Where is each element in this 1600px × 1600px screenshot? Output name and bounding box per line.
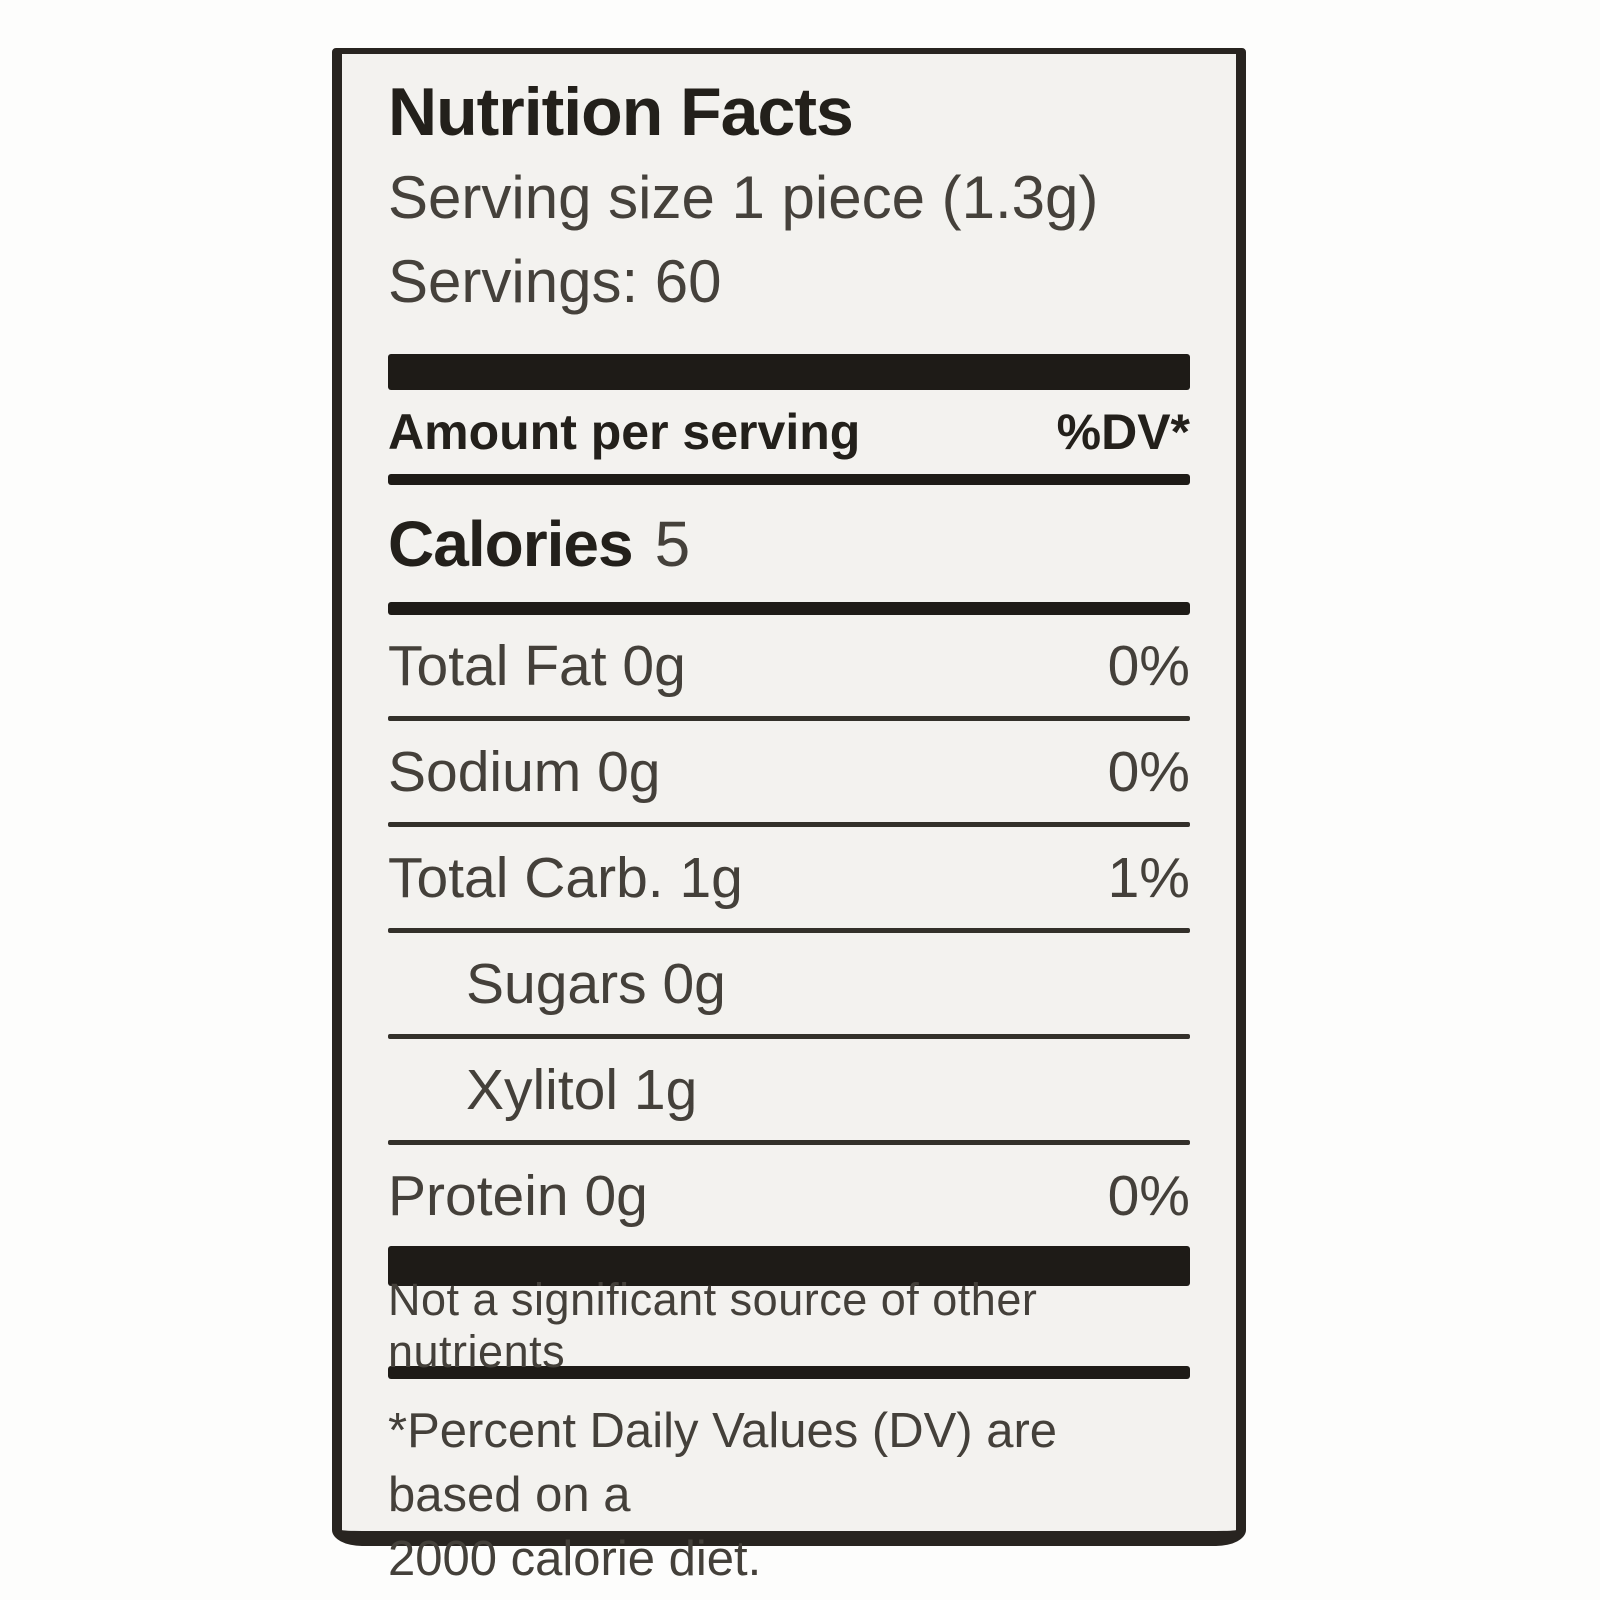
- nutrient-name: Sugars 0g: [466, 951, 726, 1016]
- nutrient-row-total-fat: Total Fat 0g 0%: [388, 615, 1190, 716]
- nutrient-row-protein: Protein 0g 0%: [388, 1145, 1190, 1246]
- nutrient-name: Total Carb. 1g: [388, 845, 743, 910]
- daily-values-footnote: *Percent Daily Values (DV) are based on …: [388, 1399, 1190, 1591]
- nutrient-name: Protein 0g: [388, 1163, 648, 1228]
- row-divider: [388, 716, 1190, 721]
- nutrition-facts-panel: Nutrition Facts Serving size 1 piece (1.…: [332, 48, 1246, 1586]
- serving-size-line: Serving size 1 piece (1.3g): [388, 164, 1099, 231]
- calories-value: 5: [654, 507, 691, 580]
- nutrient-row-total-carb: Total Carb. 1g 1%: [388, 827, 1190, 928]
- servings-count-line: Servings: 60: [388, 248, 722, 315]
- calories-label: Calories: [388, 507, 634, 580]
- not-significant-note: Not a significant source of other nutrie…: [388, 1274, 1038, 1377]
- nutrient-name: Total Fat 0g: [388, 633, 686, 698]
- row-divider: [388, 822, 1190, 827]
- nutrient-dv: 0%: [1107, 1163, 1190, 1228]
- footnote-line-1: *Percent Daily Values (DV) are based on …: [388, 1404, 1058, 1522]
- nutrient-name: Xylitol 1g: [466, 1057, 698, 1122]
- divider-above-footnote: [388, 1366, 1190, 1379]
- nutrient-name: Sodium 0g: [388, 739, 661, 804]
- row-divider: [388, 928, 1190, 933]
- row-divider: [388, 1034, 1190, 1039]
- nutrient-dv: 1%: [1107, 845, 1190, 910]
- row-divider: [388, 1140, 1190, 1145]
- percent-dv-header-label: %DV*: [1056, 404, 1190, 460]
- nutrient-dv: 0%: [1107, 633, 1190, 698]
- divider-under-header: [388, 474, 1190, 485]
- calories-row: Calories 5: [388, 485, 1190, 602]
- nutrient-row-sodium: Sodium 0g 0%: [388, 721, 1190, 822]
- footnote-line-2: 2000 calorie diet.: [388, 1532, 762, 1586]
- divider-under-calories: [388, 602, 1190, 615]
- section-divider-bar-bottom: [388, 1246, 1190, 1286]
- nutrient-row-xylitol: Xylitol 1g: [388, 1039, 1190, 1140]
- nutrient-dv: 0%: [1107, 739, 1190, 804]
- amount-per-serving-header: Amount per serving %DV*: [388, 390, 1190, 474]
- section-divider-bar-top: [388, 354, 1190, 390]
- nutrition-facts-title: Nutrition Facts: [388, 74, 854, 150]
- amount-per-serving-label: Amount per serving: [388, 404, 861, 460]
- nutrient-row-sugars: Sugars 0g: [388, 933, 1190, 1034]
